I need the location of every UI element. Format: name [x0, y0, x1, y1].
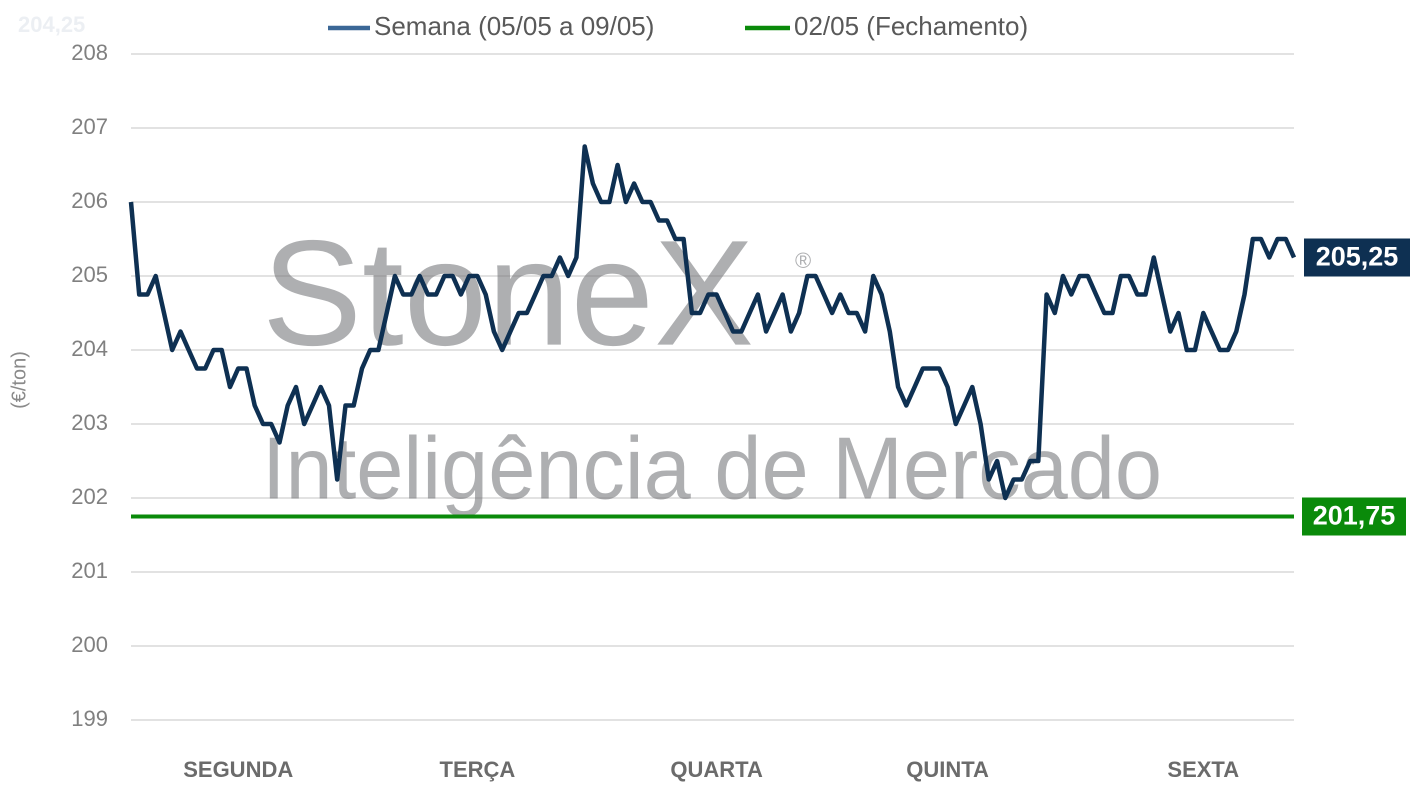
- y-tick-label: 204: [71, 336, 108, 361]
- end-label-box: [1304, 238, 1410, 277]
- watermark-mark: ®: [795, 248, 811, 273]
- y-tick-label: 205: [71, 262, 108, 287]
- corner-label: 204,25: [18, 12, 85, 37]
- x-tick-label: QUARTA: [670, 757, 763, 782]
- x-tick-label: SEGUNDA: [183, 757, 293, 782]
- reference-label-box: [1302, 497, 1406, 536]
- y-tick-label: 206: [71, 188, 108, 213]
- x-tick-label: TERÇA: [440, 757, 516, 782]
- y-tick-label: 200: [71, 632, 108, 657]
- y-axis-label: (€/ton): [8, 351, 30, 409]
- series-line: [128, 144, 1297, 501]
- watermark: StoneX ® Inteligência de Mercado: [262, 209, 1162, 518]
- end-label: 205,25: [1316, 242, 1399, 272]
- y-tick-label: 199: [71, 706, 108, 731]
- legend-label: Semana (05/05 a 09/05): [374, 11, 654, 41]
- y-tick-label: 201: [71, 558, 108, 583]
- x-tick-label: SEXTA: [1167, 757, 1239, 782]
- legend-label: 02/05 (Fechamento): [794, 11, 1028, 41]
- y-tick-label: 207: [71, 114, 108, 139]
- y-tick-label: 203: [71, 410, 108, 435]
- grid: [131, 53, 1294, 721]
- reference-label: 201,75: [1313, 501, 1396, 531]
- x-tick-label: QUINTA: [906, 757, 989, 782]
- y-tick-label: 202: [71, 484, 108, 509]
- watermark-brand: StoneX: [262, 209, 754, 377]
- y-tick-label: 208: [71, 40, 108, 65]
- watermark-subtitle: Inteligência de Mercado: [262, 418, 1162, 517]
